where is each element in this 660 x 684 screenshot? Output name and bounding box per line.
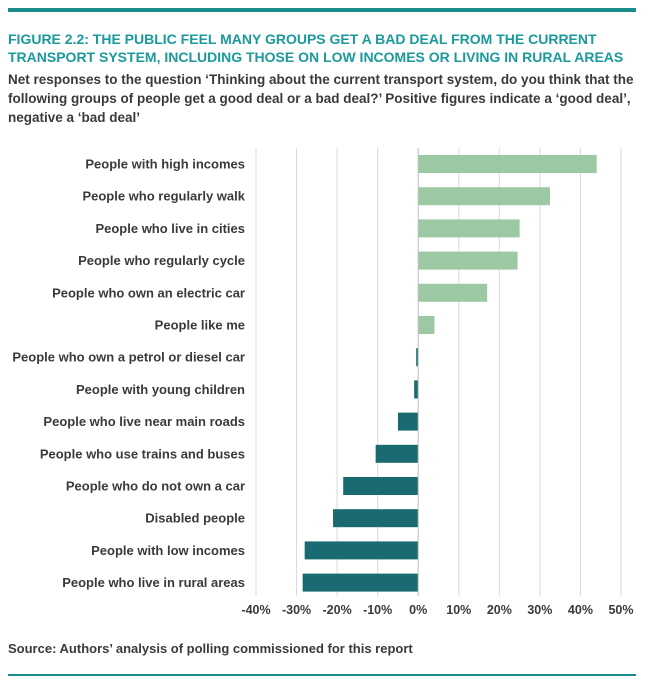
bar (418, 251, 518, 270)
bar (418, 187, 551, 206)
x-tick-label: 0% (409, 603, 427, 617)
x-tick-label: -40% (241, 603, 270, 617)
category-label: People who use trains and buses (40, 446, 245, 461)
category-label: People with low incomes (91, 543, 245, 558)
bar (414, 380, 419, 399)
bar (418, 316, 435, 334)
x-tick-label: -30% (282, 603, 311, 617)
category-label: People who do not own a car (66, 479, 245, 494)
category-label: People like me (155, 318, 245, 333)
x-tick-label: -10% (363, 603, 392, 617)
category-label: People with young children (76, 382, 245, 397)
category-label: People who own an electric car (52, 285, 245, 300)
source-note: Source: Authors’ analysis of polling com… (8, 641, 413, 656)
category-label: People who live in cities (95, 221, 245, 236)
x-tick-label: 10% (446, 603, 471, 617)
category-label: People who live near main roads (43, 414, 245, 429)
bar (302, 573, 419, 592)
bar (375, 444, 419, 463)
x-tick-label: -20% (323, 603, 352, 617)
x-tick-label: 40% (568, 603, 593, 617)
figure-subtitle: Net responses to the question ‘Thinking … (8, 72, 634, 125)
bar (418, 283, 488, 302)
bar (397, 412, 419, 431)
bar (416, 348, 419, 367)
category-label: People who regularly cycle (78, 253, 245, 268)
figure-title: FIGURE 2.2: THE PUBLIC FEEL MANY GROUPS … (8, 31, 624, 65)
bar (304, 541, 419, 560)
category-label: People who live in rural areas (62, 575, 245, 590)
x-tick-label: 20% (487, 603, 512, 617)
x-tick-label: 30% (527, 603, 552, 617)
category-label: People who regularly walk (82, 189, 245, 204)
bar (333, 509, 419, 528)
category-label: People with high incomes (85, 157, 245, 172)
category-label: People who own a petrol or diesel car (12, 350, 245, 365)
category-label: Disabled people (145, 511, 245, 526)
top-rule (8, 8, 636, 12)
bar (343, 477, 419, 495)
x-tick-label: 50% (608, 603, 633, 617)
bar (418, 219, 520, 238)
bar (418, 155, 597, 173)
bottom-rule (8, 674, 636, 676)
